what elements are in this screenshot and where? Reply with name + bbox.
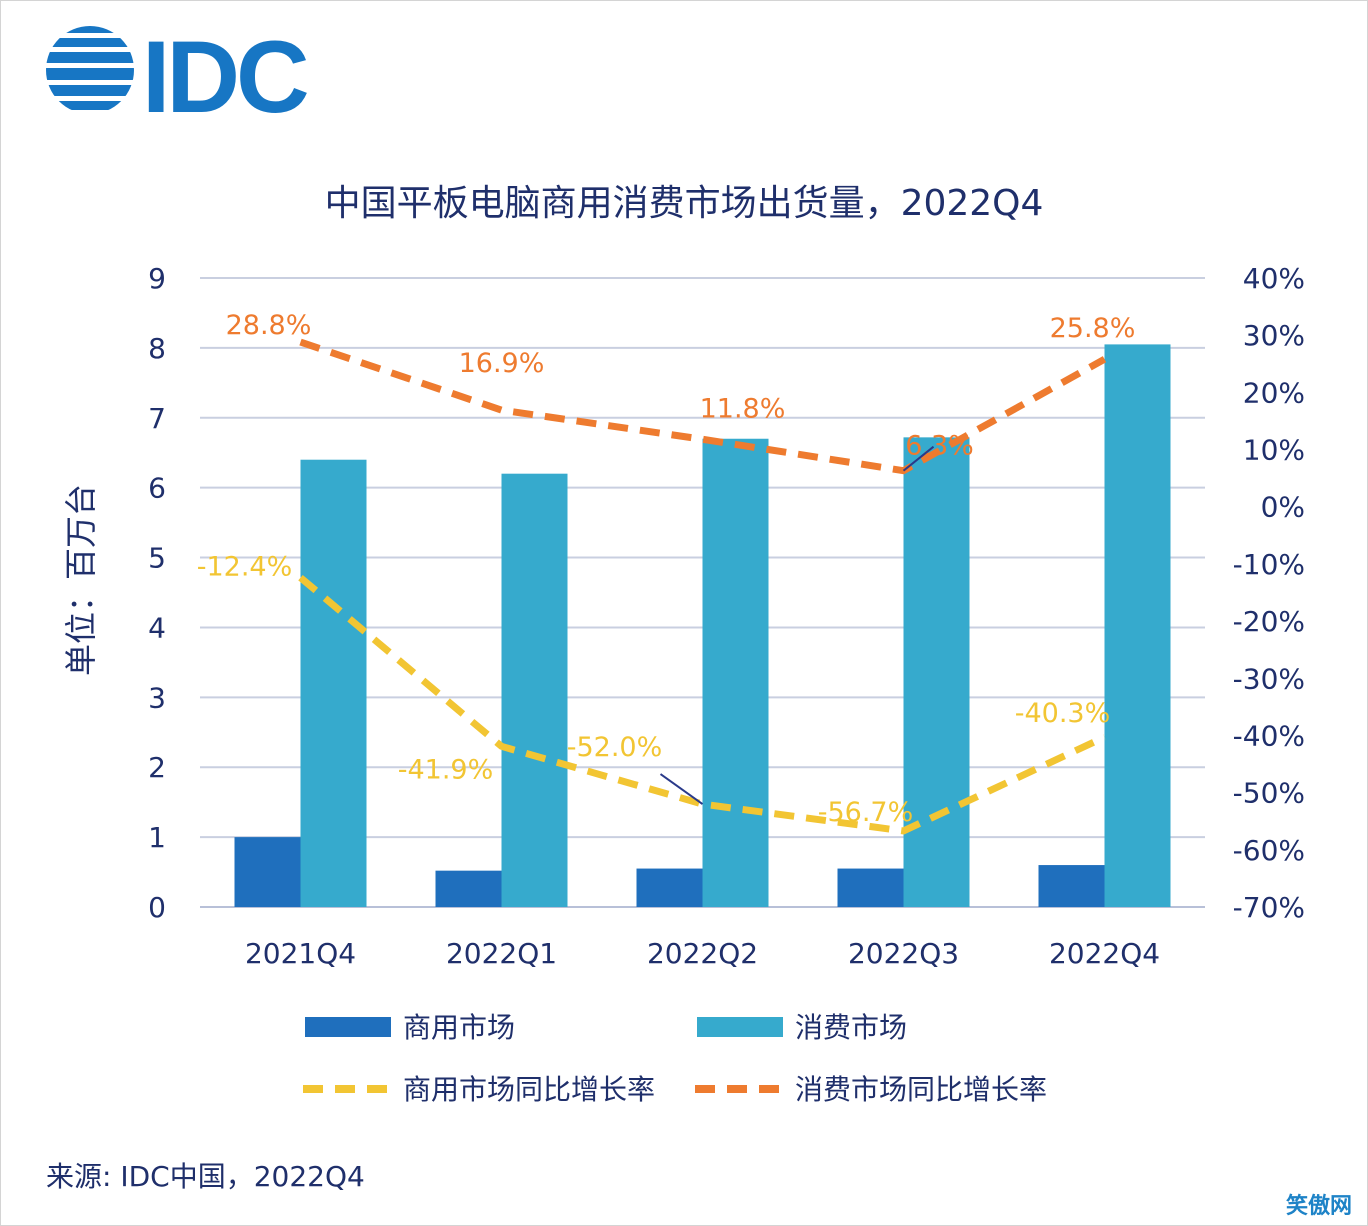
leader-line	[659, 773, 704, 805]
legend-swatch-consumer	[697, 1017, 783, 1037]
legend-swatch-business	[305, 1017, 391, 1037]
y-right-tick-label: 40%	[1243, 262, 1305, 295]
y-axis-right-ticks: -70% -60% -50% -40% -30% -20% -10% 0% 10% 20% 30% 4…	[1233, 262, 1305, 924]
y-left-tick-label: 1	[148, 821, 166, 854]
bar-consumer	[1104, 344, 1171, 908]
x-tick-label: 2022Q1	[446, 937, 557, 970]
chart-title: 中国平板电脑商用消费市场出货量，2022Q4	[325, 183, 1044, 224]
y-right-tick-label: -30%	[1233, 662, 1305, 695]
data-label-consumer-growth: 6.3%	[905, 431, 974, 462]
y-left-tick-label: 3	[148, 681, 166, 714]
line-consumer-growth	[299, 338, 1107, 475]
y-right-tick-label: 30%	[1243, 319, 1305, 352]
idc-logo: IDC	[46, 22, 311, 122]
data-label-business-growth: -56.7%	[818, 797, 914, 828]
x-tick-label: 2022Q3	[848, 937, 959, 970]
data-label-business-growth: -41.9%	[398, 754, 494, 785]
line-series	[298, 338, 1107, 835]
legend: 商用市场 消费市场 商用市场同比增长率 消费市场同比增长率	[303, 1011, 1047, 1106]
data-label-consumer-growth: 11.8%	[700, 393, 786, 424]
leader-line	[902, 445, 935, 472]
y-left-tick-label: 8	[148, 332, 166, 365]
data-label-business-growth: -12.4%	[197, 552, 293, 583]
logo-text: IDC	[142, 22, 307, 122]
y-left-tick-label: 7	[148, 402, 166, 435]
y-left-tick-label: 0	[148, 891, 166, 924]
watermark: 笑傲网	[1285, 1194, 1352, 1219]
bar-series	[234, 344, 1171, 908]
y-left-tick-label: 4	[148, 611, 166, 644]
x-tick-label: 2022Q2	[647, 937, 758, 970]
y-right-tick-label: -20%	[1233, 605, 1305, 638]
x-tick-label: 2021Q4	[245, 937, 356, 970]
y-axis-left-ticks: 0 1 2 3 4 5 6 7 8 9	[148, 262, 166, 924]
bar-consumer	[903, 437, 970, 907]
line-business-growth	[298, 574, 1106, 835]
bar-business	[1038, 865, 1105, 907]
y-left-tick-label: 6	[148, 472, 166, 505]
y-right-tick-label: -50%	[1233, 777, 1305, 810]
legend-label-consumer: 消费市场	[795, 1011, 907, 1044]
data-label-business-growth: -52.0%	[567, 732, 663, 763]
y-right-tick-label: 0%	[1261, 491, 1305, 524]
y-axis-label: 单位：百万台	[62, 484, 100, 676]
bar-business	[234, 837, 301, 907]
bar-consumer	[702, 438, 769, 907]
legend-label-business-growth: 商用市场同比增长率	[403, 1073, 655, 1106]
data-label-consumer-growth: 16.9%	[459, 348, 545, 379]
y-left-tick-label: 9	[148, 262, 166, 295]
source-note: 来源: IDC中国，2022Q4	[46, 1160, 365, 1193]
legend-label-business: 商用市场	[403, 1011, 515, 1044]
bar-consumer	[501, 473, 568, 907]
x-tick-label: 2022Q4	[1049, 937, 1160, 970]
data-labels: 28.8% 16.9% 11.8% 6.3% 25.8% -12.4% -41.9% -52.…	[197, 310, 1136, 828]
y-right-tick-label: -60%	[1233, 834, 1305, 867]
legend-label-consumer-growth: 消费市场同比增长率	[795, 1073, 1047, 1106]
y-right-tick-label: -70%	[1233, 891, 1305, 924]
y-left-tick-label: 2	[148, 751, 166, 784]
bar-business	[837, 868, 904, 907]
y-right-tick-label: 10%	[1243, 434, 1305, 467]
y-right-tick-label: 20%	[1243, 376, 1305, 409]
bar-consumer	[300, 459, 367, 907]
y-left-tick-label: 5	[148, 542, 166, 575]
x-axis-categories: 2021Q4 2022Q1 2022Q2 2022Q3 2022Q4	[245, 937, 1160, 970]
data-label-consumer-growth: 25.8%	[1050, 313, 1136, 344]
y-right-tick-label: -40%	[1233, 719, 1305, 752]
bar-business	[636, 868, 703, 907]
data-label-business-growth: -40.3%	[1015, 698, 1111, 729]
data-label-consumer-growth: 28.8%	[226, 310, 312, 341]
y-right-tick-label: -10%	[1233, 548, 1305, 581]
bar-business	[435, 870, 502, 907]
